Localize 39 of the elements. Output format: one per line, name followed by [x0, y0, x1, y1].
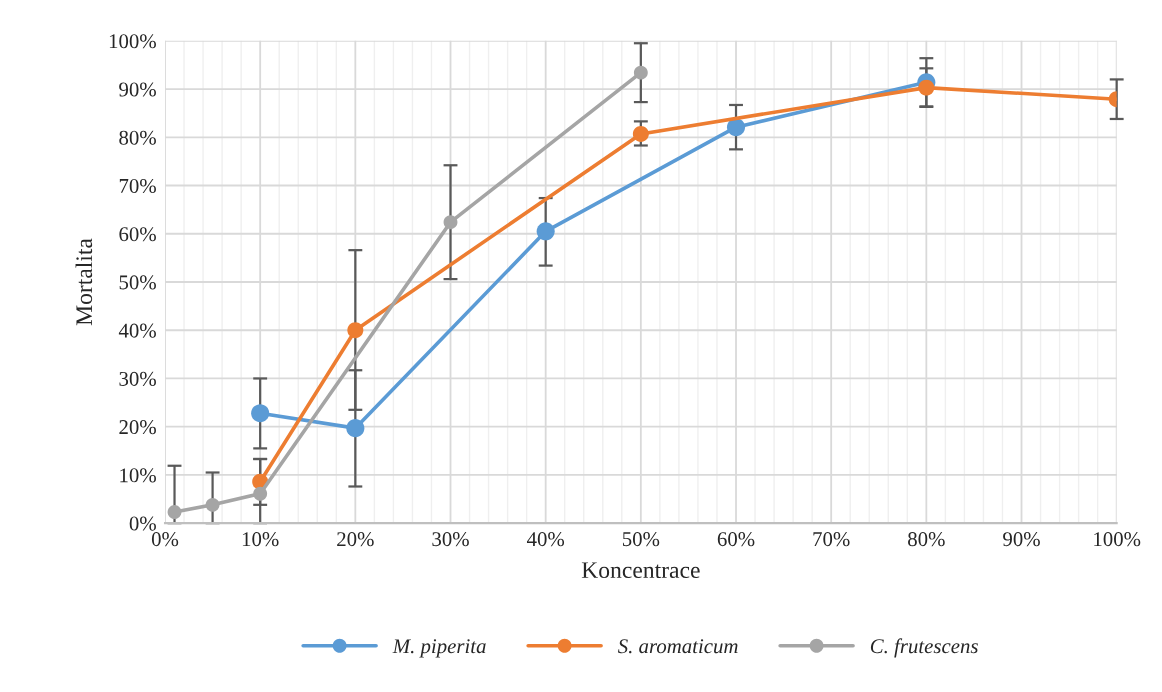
- y-tick-label: 30%: [119, 371, 156, 386]
- x-tick-label: 60%: [717, 532, 755, 547]
- y-tick-label: 40%: [118, 323, 156, 338]
- y-tick-label: 100%: [109, 34, 156, 49]
- y-axis-title: Mortalita: [75, 238, 93, 326]
- point: [253, 486, 268, 501]
- y-tick-label: 20%: [119, 420, 156, 435]
- y-tick-label: 70%: [119, 178, 156, 194]
- point: [633, 65, 648, 80]
- point: [536, 222, 555, 241]
- legend-label: M. piperita: [392, 639, 486, 658]
- x-tick-label: 70%: [813, 532, 850, 547]
- x-tick-label: 90%: [1003, 532, 1040, 547]
- legend-label: S. aromaticum: [617, 639, 738, 654]
- point: [346, 419, 365, 438]
- x-tick-label: 50%: [622, 532, 660, 547]
- point: [918, 79, 935, 96]
- x-tick-label: 100%: [1094, 532, 1141, 547]
- x-tick-label: 0%: [151, 532, 179, 547]
- point: [251, 404, 270, 423]
- point: [632, 125, 649, 142]
- y-tick-label: 90%: [119, 82, 156, 97]
- legend-label: C. frutescens: [870, 638, 978, 658]
- x-tick-label: 80%: [908, 532, 945, 547]
- point: [205, 497, 220, 512]
- y-tick-label: 80%: [119, 130, 156, 145]
- x-tick-label: 10%: [242, 532, 279, 547]
- y-tick-label: 50%: [119, 275, 156, 290]
- x-tick-label: 20%: [337, 532, 374, 547]
- y-tick-label: 10%: [120, 468, 156, 483]
- x-axis-title: Koncentrace: [581, 562, 700, 579]
- point: [443, 215, 458, 230]
- x-tick-label: 40%: [526, 532, 565, 547]
- point: [167, 505, 182, 519]
- x-tick-label: 30%: [432, 532, 469, 547]
- point: [347, 322, 364, 339]
- y-tick-label: 0%: [129, 516, 156, 531]
- point: [726, 118, 746, 137]
- y-tick-label: 60%: [119, 227, 156, 242]
